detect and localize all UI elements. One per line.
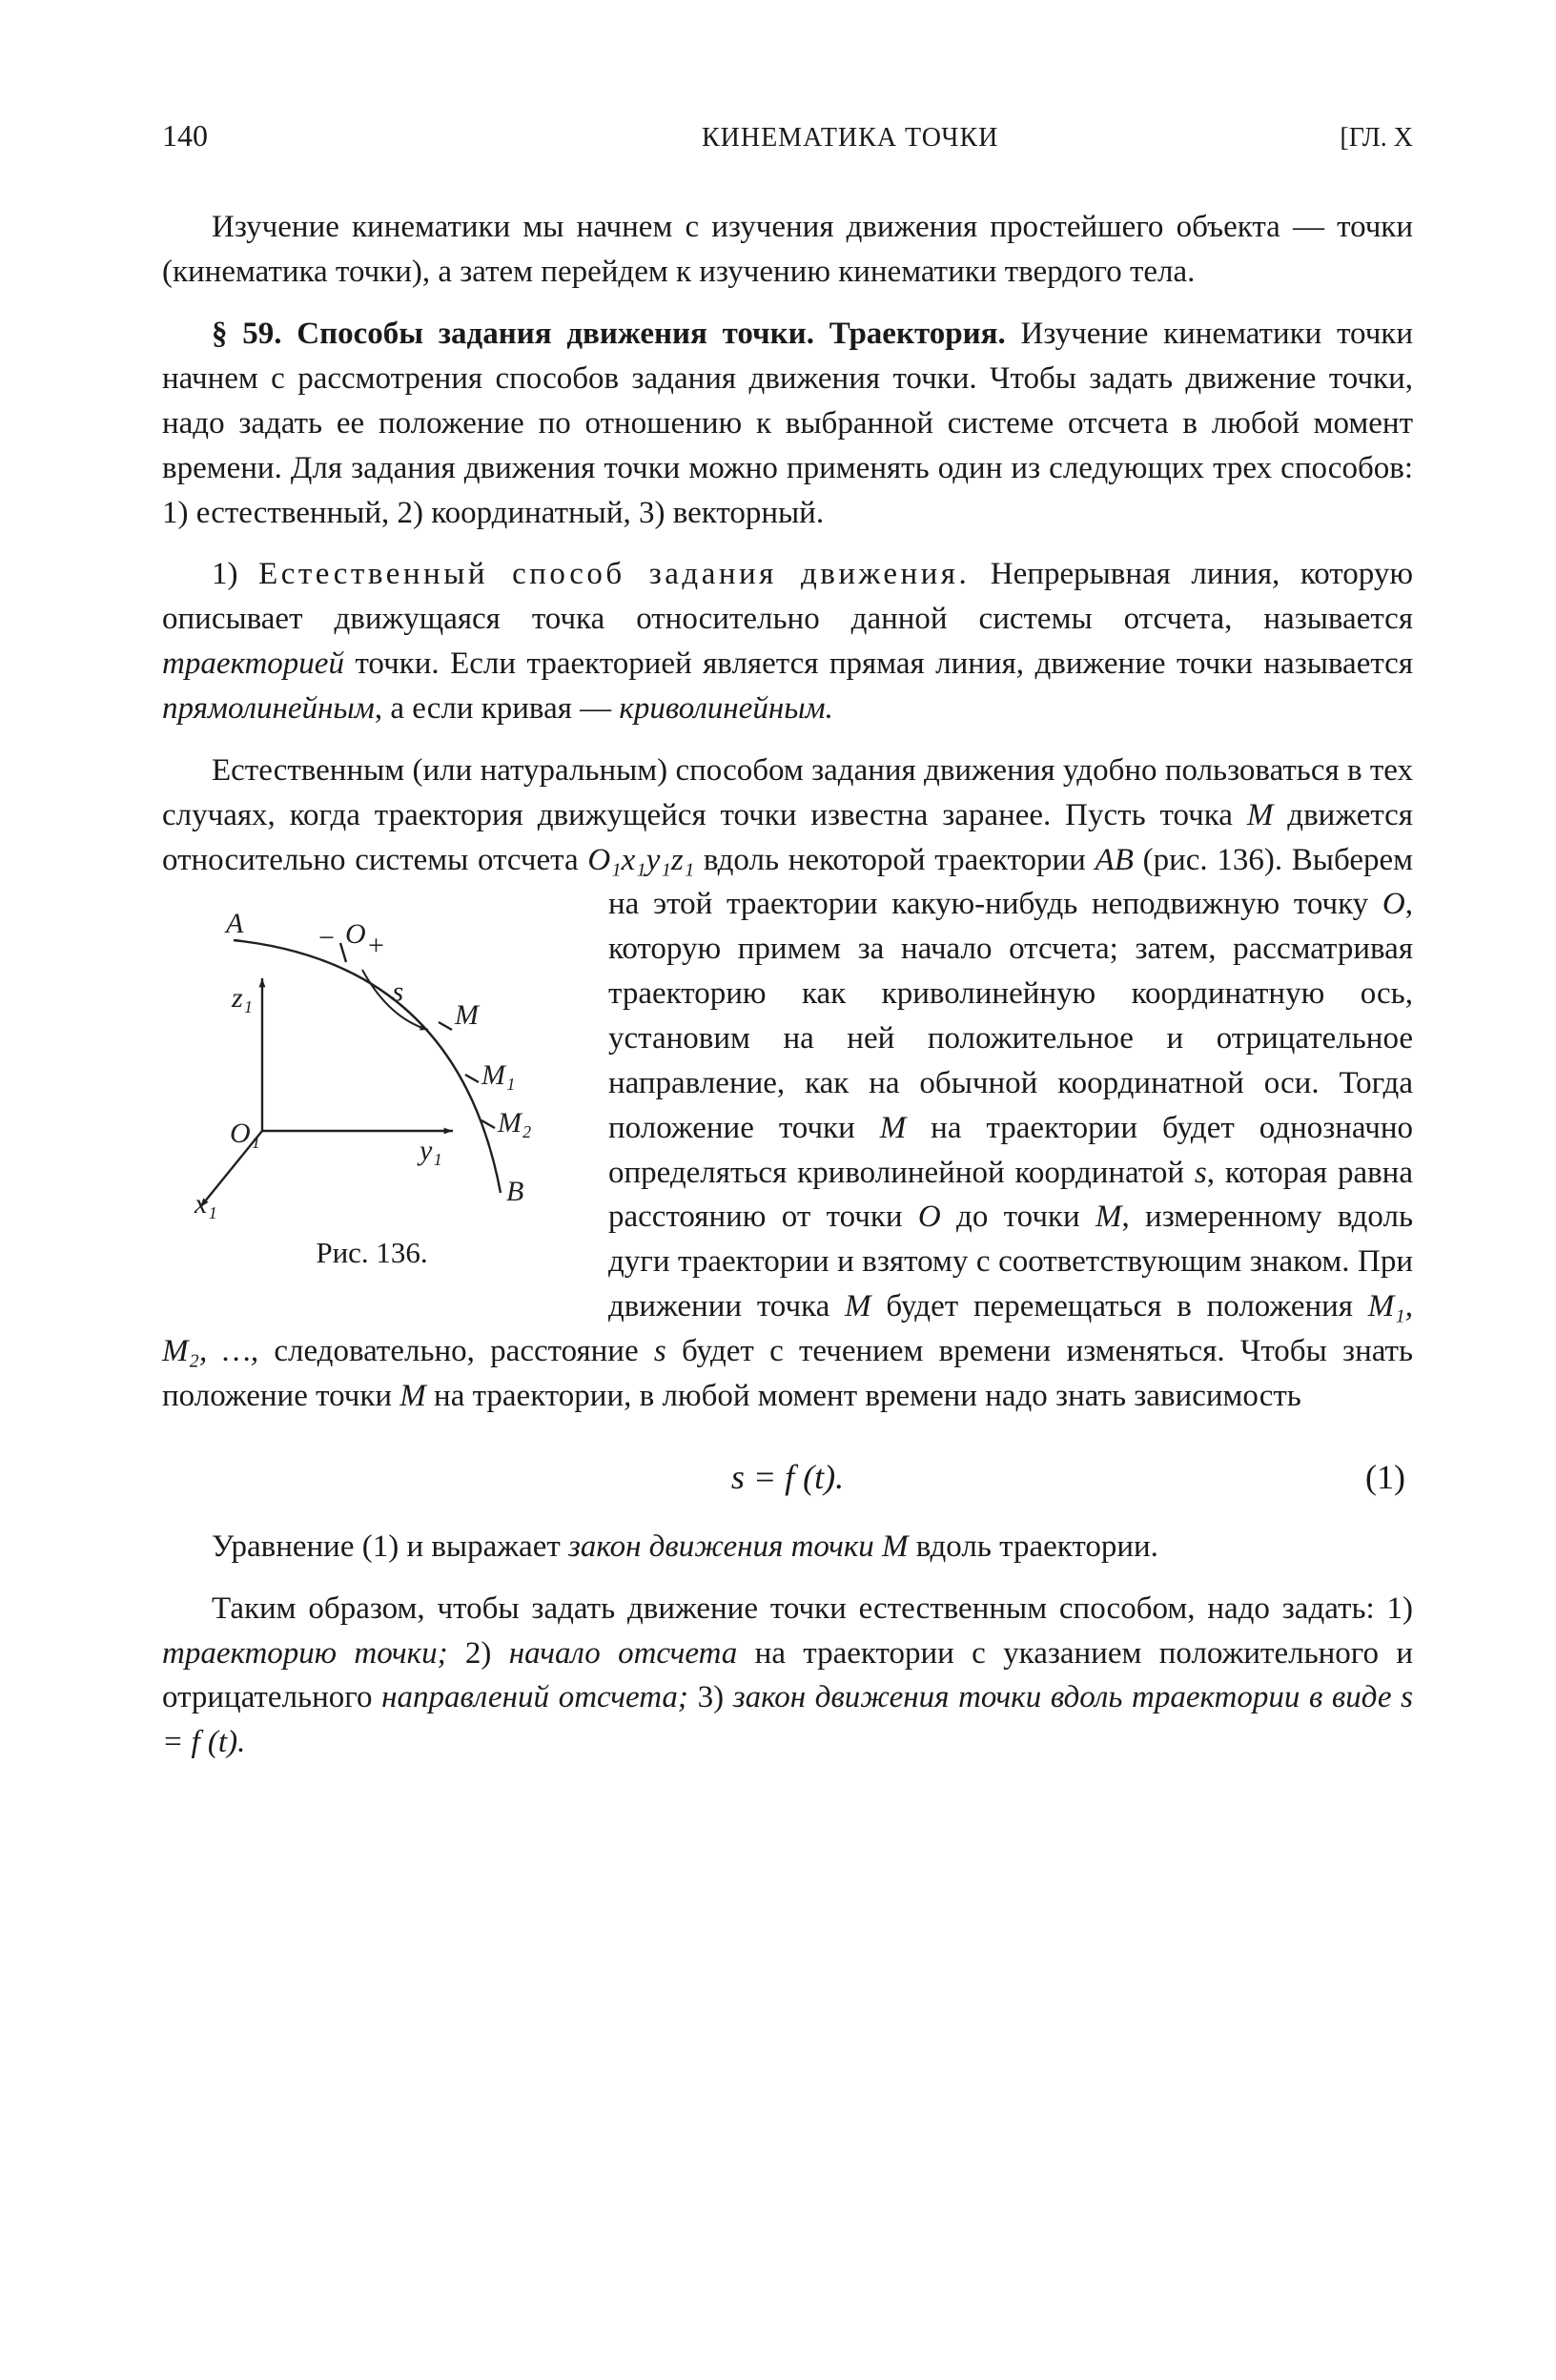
text: вдоль некоторой траектории xyxy=(694,843,1095,877)
term-trajectory: траекторией xyxy=(162,646,344,681)
text: на траектории, в любой момент времени на… xyxy=(426,1379,1301,1413)
figure-paragraph-wrap: Естественным (или натуральным) способом … xyxy=(162,749,1413,1436)
text: Таким образом, чтобы задать движение точ… xyxy=(212,1591,1413,1626)
svg-text:M₁: M₁ xyxy=(481,1059,515,1091)
chapter-title: КИНЕМАТИКА ТОЧКИ xyxy=(360,119,1340,157)
sym-s: s xyxy=(654,1334,666,1368)
equation-1: s = f (t). (1) xyxy=(162,1453,1413,1502)
text: , которую примем за начало отсчета; зате… xyxy=(608,887,1413,1144)
equation-number: (1) xyxy=(1365,1453,1405,1502)
section-title: § 59. Способы задания движения точки. Тр… xyxy=(212,317,1006,351)
sym-O: O xyxy=(918,1200,941,1234)
svg-text:s: s xyxy=(393,976,404,1008)
term-2: начало отсчета xyxy=(509,1636,738,1671)
term-curvilinear: криволинейным. xyxy=(619,691,832,726)
volume-ref: [ГЛ. X xyxy=(1340,119,1413,157)
spaced-heading: Естественный способ задания движения. xyxy=(258,557,970,591)
sym-M: M xyxy=(845,1289,871,1323)
figure-136: z₁ y₁ x₁ O₁ A B −O+ s MM₁ M₂ Рис. 136. xyxy=(162,888,582,1276)
text: Естественным (или натуральным) способом … xyxy=(162,753,1413,832)
equation-expr: s = f (t). xyxy=(731,1453,844,1502)
term-3: направлений отсчета; xyxy=(381,1680,688,1714)
text: точки. Если траекторией является прямая … xyxy=(344,646,1413,681)
text: 1) xyxy=(212,557,258,591)
sym-O: O xyxy=(1382,887,1405,921)
sym-M: M xyxy=(1095,1200,1122,1234)
paragraph-intro: Изучение кинематики мы начнем с изучения… xyxy=(162,205,1413,295)
paragraph-summary: Таким образом, чтобы задать движение точ… xyxy=(162,1587,1413,1765)
svg-text:M: M xyxy=(454,999,481,1031)
svg-text:x₁: x₁ xyxy=(194,1188,217,1220)
sym-M: M xyxy=(880,1111,907,1145)
sym-M: M xyxy=(1247,798,1274,832)
sym-AB: AB xyxy=(1095,843,1134,877)
text: следовательно, расстояние xyxy=(258,1334,654,1368)
sym-s: s xyxy=(1195,1156,1207,1190)
text: 3) xyxy=(688,1680,733,1714)
term-rectilinear: прямолинейным xyxy=(162,691,375,726)
svg-text:B: B xyxy=(506,1176,523,1207)
figure-136-caption: Рис. 136. xyxy=(316,1236,427,1269)
sym-M: M xyxy=(399,1379,426,1413)
term-law-of-motion: закон движения точки M xyxy=(568,1529,908,1564)
text: Уравнение (1) и выражает xyxy=(212,1529,568,1564)
text: , а если кривая — xyxy=(375,691,620,726)
svg-text:A: A xyxy=(224,908,244,939)
figure-136-svg: z₁ y₁ x₁ O₁ A B −O+ s MM₁ M₂ xyxy=(172,888,572,1231)
svg-text:y₁: y₁ xyxy=(417,1135,442,1166)
svg-text:M₂: M₂ xyxy=(497,1107,531,1139)
svg-text:+: + xyxy=(368,930,384,961)
page-number: 140 xyxy=(162,114,208,157)
text: вдоль траектории. xyxy=(909,1529,1158,1564)
svg-text:z₁: z₁ xyxy=(231,982,253,1014)
svg-text:O₁: O₁ xyxy=(230,1118,260,1149)
text: 2) xyxy=(448,1636,509,1671)
sym-frame: O₁x₁y₁z₁ xyxy=(587,843,694,877)
paragraph-natural-method-2: Естественным (или натуральным) способом … xyxy=(162,749,1413,1419)
text: будет перемещаться в положения xyxy=(871,1289,1368,1323)
svg-text:O: O xyxy=(345,918,366,950)
paragraph-section-lead: § 59. Способы задания движения точки. Тр… xyxy=(162,312,1413,535)
text: до точки xyxy=(941,1200,1095,1234)
svg-text:−: − xyxy=(318,922,335,954)
page-root: 140 КИНЕМАТИКА ТОЧКИ [ГЛ. X Изучение кин… xyxy=(0,0,1556,2380)
running-header: 140 КИНЕМАТИКА ТОЧКИ [ГЛ. X xyxy=(162,114,1413,157)
paragraph-law: Уравнение (1) и выражает закон движения … xyxy=(162,1525,1413,1570)
term-1: траекторию точки; xyxy=(162,1636,448,1671)
paragraph-natural-method: 1) Естественный способ задания движения.… xyxy=(162,552,1413,730)
